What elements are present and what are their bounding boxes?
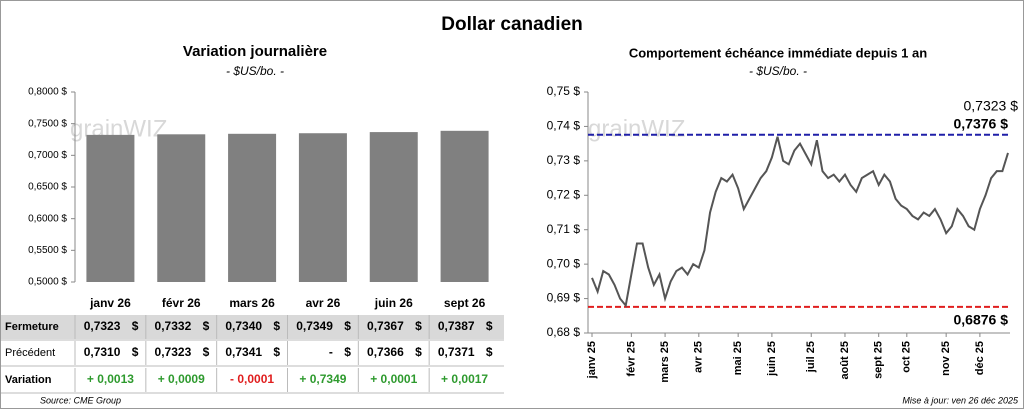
- updated: Mise à jour: ven 26 déc 2025: [902, 395, 1019, 405]
- y-tick-label: 0,69 $: [547, 291, 581, 305]
- cell-unit: $: [486, 345, 493, 359]
- cell-unit: $: [486, 319, 493, 333]
- cell-unit: $: [415, 319, 422, 333]
- y-tick-label: 0,5000 $: [28, 277, 67, 288]
- x-tick-label: août 25: [839, 341, 851, 380]
- x-tick-label: janv 26: [89, 296, 131, 310]
- row-label: Précédent: [5, 347, 55, 359]
- source: Source: CME Group: [40, 395, 121, 405]
- cell-unit: $: [344, 345, 351, 359]
- bar: [369, 132, 418, 282]
- x-tick-label: févr 25: [625, 341, 637, 376]
- x-tick-label: févr 26: [162, 296, 201, 310]
- cell-value: 0,7367: [367, 319, 404, 333]
- cell-value: + 0,0001: [370, 372, 417, 386]
- cell-value: 0,7387: [438, 319, 475, 333]
- cell-unit: $: [132, 345, 139, 359]
- cell-value: 0,7323: [84, 319, 121, 333]
- watermark: grainWIZ: [588, 115, 685, 142]
- page-title: Dollar canadien: [441, 14, 583, 35]
- y-tick-label: 0,72 $: [547, 187, 581, 201]
- cell-value: 0,7332: [155, 319, 192, 333]
- cell-value: -: [329, 345, 333, 359]
- bar: [298, 133, 347, 282]
- cell-unit: $: [203, 345, 210, 359]
- y-tick-label: 0,75 $: [547, 84, 581, 98]
- cell-unit: $: [415, 345, 422, 359]
- cell-unit: $: [344, 319, 351, 333]
- chart-title: Comportement échéance immédiate depuis 1…: [629, 45, 927, 60]
- cell-value: 0,7341: [225, 345, 262, 359]
- y-tick-label: 0,73 $: [547, 153, 581, 167]
- cell-unit: $: [203, 319, 210, 333]
- bar: [157, 134, 206, 282]
- row-label: Variation: [5, 374, 52, 386]
- y-tick-label: 0,6500 $: [28, 182, 67, 193]
- reference-label: 0,7376 $: [954, 115, 1009, 131]
- cell-value: + 0,0009: [158, 372, 205, 386]
- row-label: Fermeture: [5, 321, 59, 333]
- cell-value: 0,7349: [296, 319, 333, 333]
- last-value-label: 0,7323 $: [964, 98, 1019, 114]
- x-tick-label: oct 25: [901, 341, 913, 373]
- y-tick-label: 0,6000 $: [28, 213, 67, 224]
- cell-value: 0,7310: [84, 345, 121, 359]
- x-tick-label: mars 26: [229, 296, 275, 310]
- price-line: [591, 136, 1009, 308]
- x-tick-label: juil 25: [805, 341, 817, 373]
- cell-unit: $: [132, 319, 139, 333]
- cell-value: 0,7340: [225, 319, 262, 333]
- chart-subtitle: - $US/bo. -: [749, 64, 807, 78]
- cell-value: 0,7323: [155, 345, 192, 359]
- y-tick-label: 0,68 $: [547, 325, 581, 339]
- x-tick-label: sept 26: [444, 296, 486, 310]
- y-tick-label: 0,70 $: [547, 256, 581, 270]
- cell-unit: $: [273, 319, 280, 333]
- bar: [228, 133, 277, 282]
- cell-value: + 0,0013: [87, 372, 134, 386]
- chart-subtitle: - $US/bo. -: [226, 64, 284, 78]
- row-bg: [1, 315, 504, 339]
- y-tick-label: 0,8000 $: [28, 87, 67, 98]
- x-tick-label: mars 25: [659, 341, 671, 383]
- x-tick-label: juin 26: [374, 296, 413, 310]
- x-tick-label: avr 26: [306, 296, 341, 310]
- cell-value: 0,7366: [367, 345, 404, 359]
- chart-title: Variation journalière: [183, 43, 327, 60]
- cell-value: - 0,0001: [230, 372, 274, 386]
- cell-unit: $: [273, 345, 280, 359]
- bar: [440, 130, 489, 282]
- cell-value: + 0,7349: [299, 372, 346, 386]
- cell-value: + 0,0017: [441, 372, 488, 386]
- y-tick-label: 0,74 $: [547, 119, 581, 133]
- y-tick-label: 0,71 $: [547, 222, 581, 236]
- y-tick-label: 0,5500 $: [28, 245, 67, 256]
- cell-value: 0,7371: [438, 345, 475, 359]
- y-tick-label: 0,7500 $: [28, 118, 67, 129]
- bar: [86, 134, 135, 282]
- x-tick-label: avr 25: [693, 341, 705, 373]
- x-tick-label: nov 25: [940, 341, 952, 376]
- y-tick-label: 0,7000 $: [28, 150, 67, 161]
- x-tick-label: déc 25: [974, 341, 986, 375]
- x-tick-label: sept 25: [873, 341, 885, 379]
- reference-label: 0,6876 $: [954, 312, 1009, 328]
- x-tick-label: janv 25: [586, 341, 598, 379]
- x-tick-label: mai 25: [732, 341, 744, 375]
- x-tick-label: juin 25: [766, 341, 778, 377]
